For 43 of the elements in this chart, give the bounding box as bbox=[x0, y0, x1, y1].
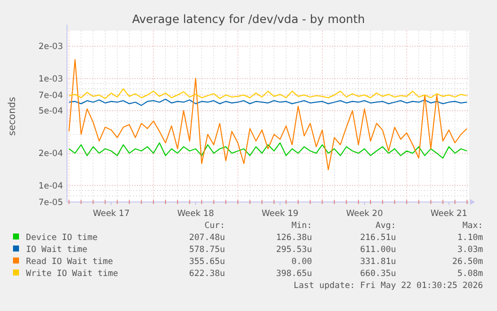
text: 398.65u bbox=[276, 269, 312, 279]
y-tick-label: 5e-04 bbox=[38, 106, 63, 117]
text: 126.38u bbox=[276, 233, 312, 243]
legend-label: Device IO time bbox=[26, 233, 98, 243]
text: 578.75u bbox=[189, 245, 225, 255]
text: 331.81u bbox=[360, 257, 396, 267]
x-tick-label: Week 18 bbox=[177, 209, 214, 219]
line-series bbox=[68, 142, 468, 159]
y-tick-label: 1e-03 bbox=[38, 74, 63, 84]
text: 5.08m bbox=[457, 269, 483, 279]
text: 1.10m bbox=[457, 233, 483, 243]
text: 3.03m bbox=[457, 245, 483, 255]
y-tick-label: 7e-05 bbox=[38, 198, 63, 208]
text: Max: bbox=[462, 221, 483, 231]
x-tick-label: Week 21 bbox=[430, 209, 468, 219]
text: 216.51u bbox=[360, 233, 396, 243]
text: 622.38u bbox=[189, 269, 225, 279]
y-tick-label: 1e-04 bbox=[38, 181, 63, 192]
chart-title: Average latency for /dev/vda - by month bbox=[132, 12, 365, 26]
line-series bbox=[68, 98, 468, 106]
x-tick-label: Week 19 bbox=[262, 209, 298, 219]
legend-label: Write IO Wait time bbox=[26, 269, 118, 279]
text: 660.35u bbox=[360, 269, 396, 279]
y-tick-label: 2e-04 bbox=[38, 149, 63, 160]
y-axis-title: seconds bbox=[7, 96, 18, 136]
text: 355.65u bbox=[189, 257, 225, 267]
y-tick-label: 2e-03 bbox=[38, 42, 63, 52]
legend-label: IO Wait time bbox=[26, 245, 88, 255]
text: Cur: bbox=[204, 221, 225, 231]
text: Last update: Fri May 22 01:30:25 2026 bbox=[294, 281, 483, 291]
text: Min: bbox=[292, 221, 312, 231]
text: 295.53u bbox=[276, 245, 312, 255]
line-series bbox=[68, 88, 468, 99]
text: 0.00 bbox=[292, 257, 312, 267]
x-tick-label: Week 17 bbox=[92, 209, 130, 219]
text: 26.50m bbox=[452, 257, 483, 267]
text: Avg: bbox=[376, 221, 396, 231]
text: 611.00u bbox=[360, 245, 396, 255]
text: 207.48u bbox=[189, 233, 225, 243]
line-series bbox=[68, 59, 468, 170]
legend-label: Read IO Wait time bbox=[26, 257, 113, 267]
y-tick-label: 7e-04 bbox=[38, 91, 63, 102]
x-tick-label: Week 20 bbox=[346, 209, 383, 219]
